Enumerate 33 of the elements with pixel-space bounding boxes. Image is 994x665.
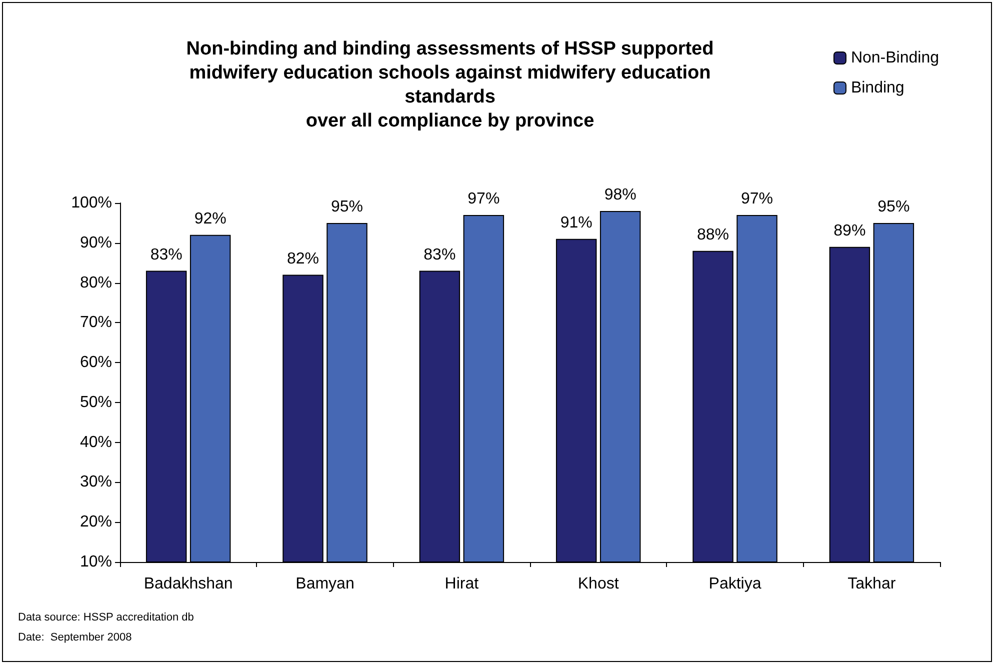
y-tick-label: 20% (80, 514, 112, 531)
data-label: 97% (468, 190, 500, 208)
data-label: 83% (150, 246, 182, 264)
y-tick-label: 40% (80, 434, 112, 451)
y-tick-label: 70% (80, 314, 112, 332)
data-label: 97% (740, 190, 774, 208)
data-label: 88% (696, 226, 730, 244)
y-tick-label: 90% (80, 234, 112, 252)
x-tick-label: Takhar (848, 576, 896, 592)
x-tick-label: Khost (578, 576, 620, 592)
chart-title: Non-binding and binding assessments of HSSP supported midwifery education schools against midwifery education standards over all compliance by province (186, 38, 714, 132)
y-tick-label: 80% (80, 274, 112, 292)
x-tick-label: Paktiya (708, 576, 762, 592)
legend-label: Binding (850, 80, 904, 96)
data-label: 95% (330, 198, 364, 216)
data-label: 95% (878, 198, 910, 216)
data-label: 98% (604, 186, 636, 204)
y-tick-label: 100% (71, 194, 112, 212)
data-label: 89% (834, 222, 866, 240)
x-tick-label: Hirat (444, 576, 480, 592)
y-tick-label: 50% (80, 394, 112, 411)
data-label: 92% (194, 210, 226, 228)
data-label: 83% (424, 246, 456, 264)
source-note: Data source: HSSP accreditation db (18, 612, 194, 624)
x-tick-label: Bamyan (296, 576, 354, 592)
y-tick-label: 30% (80, 474, 112, 491)
legend-label: Non-Binding (850, 50, 940, 66)
y-tick-label: 10% (80, 554, 112, 570)
text: Date: September 2008 (18, 632, 132, 644)
y-tick-label: 60% (80, 354, 112, 372)
x-tick-label: Badakhshan (144, 576, 233, 592)
data-label: 91% (560, 214, 592, 232)
data-label: 82% (286, 250, 320, 268)
